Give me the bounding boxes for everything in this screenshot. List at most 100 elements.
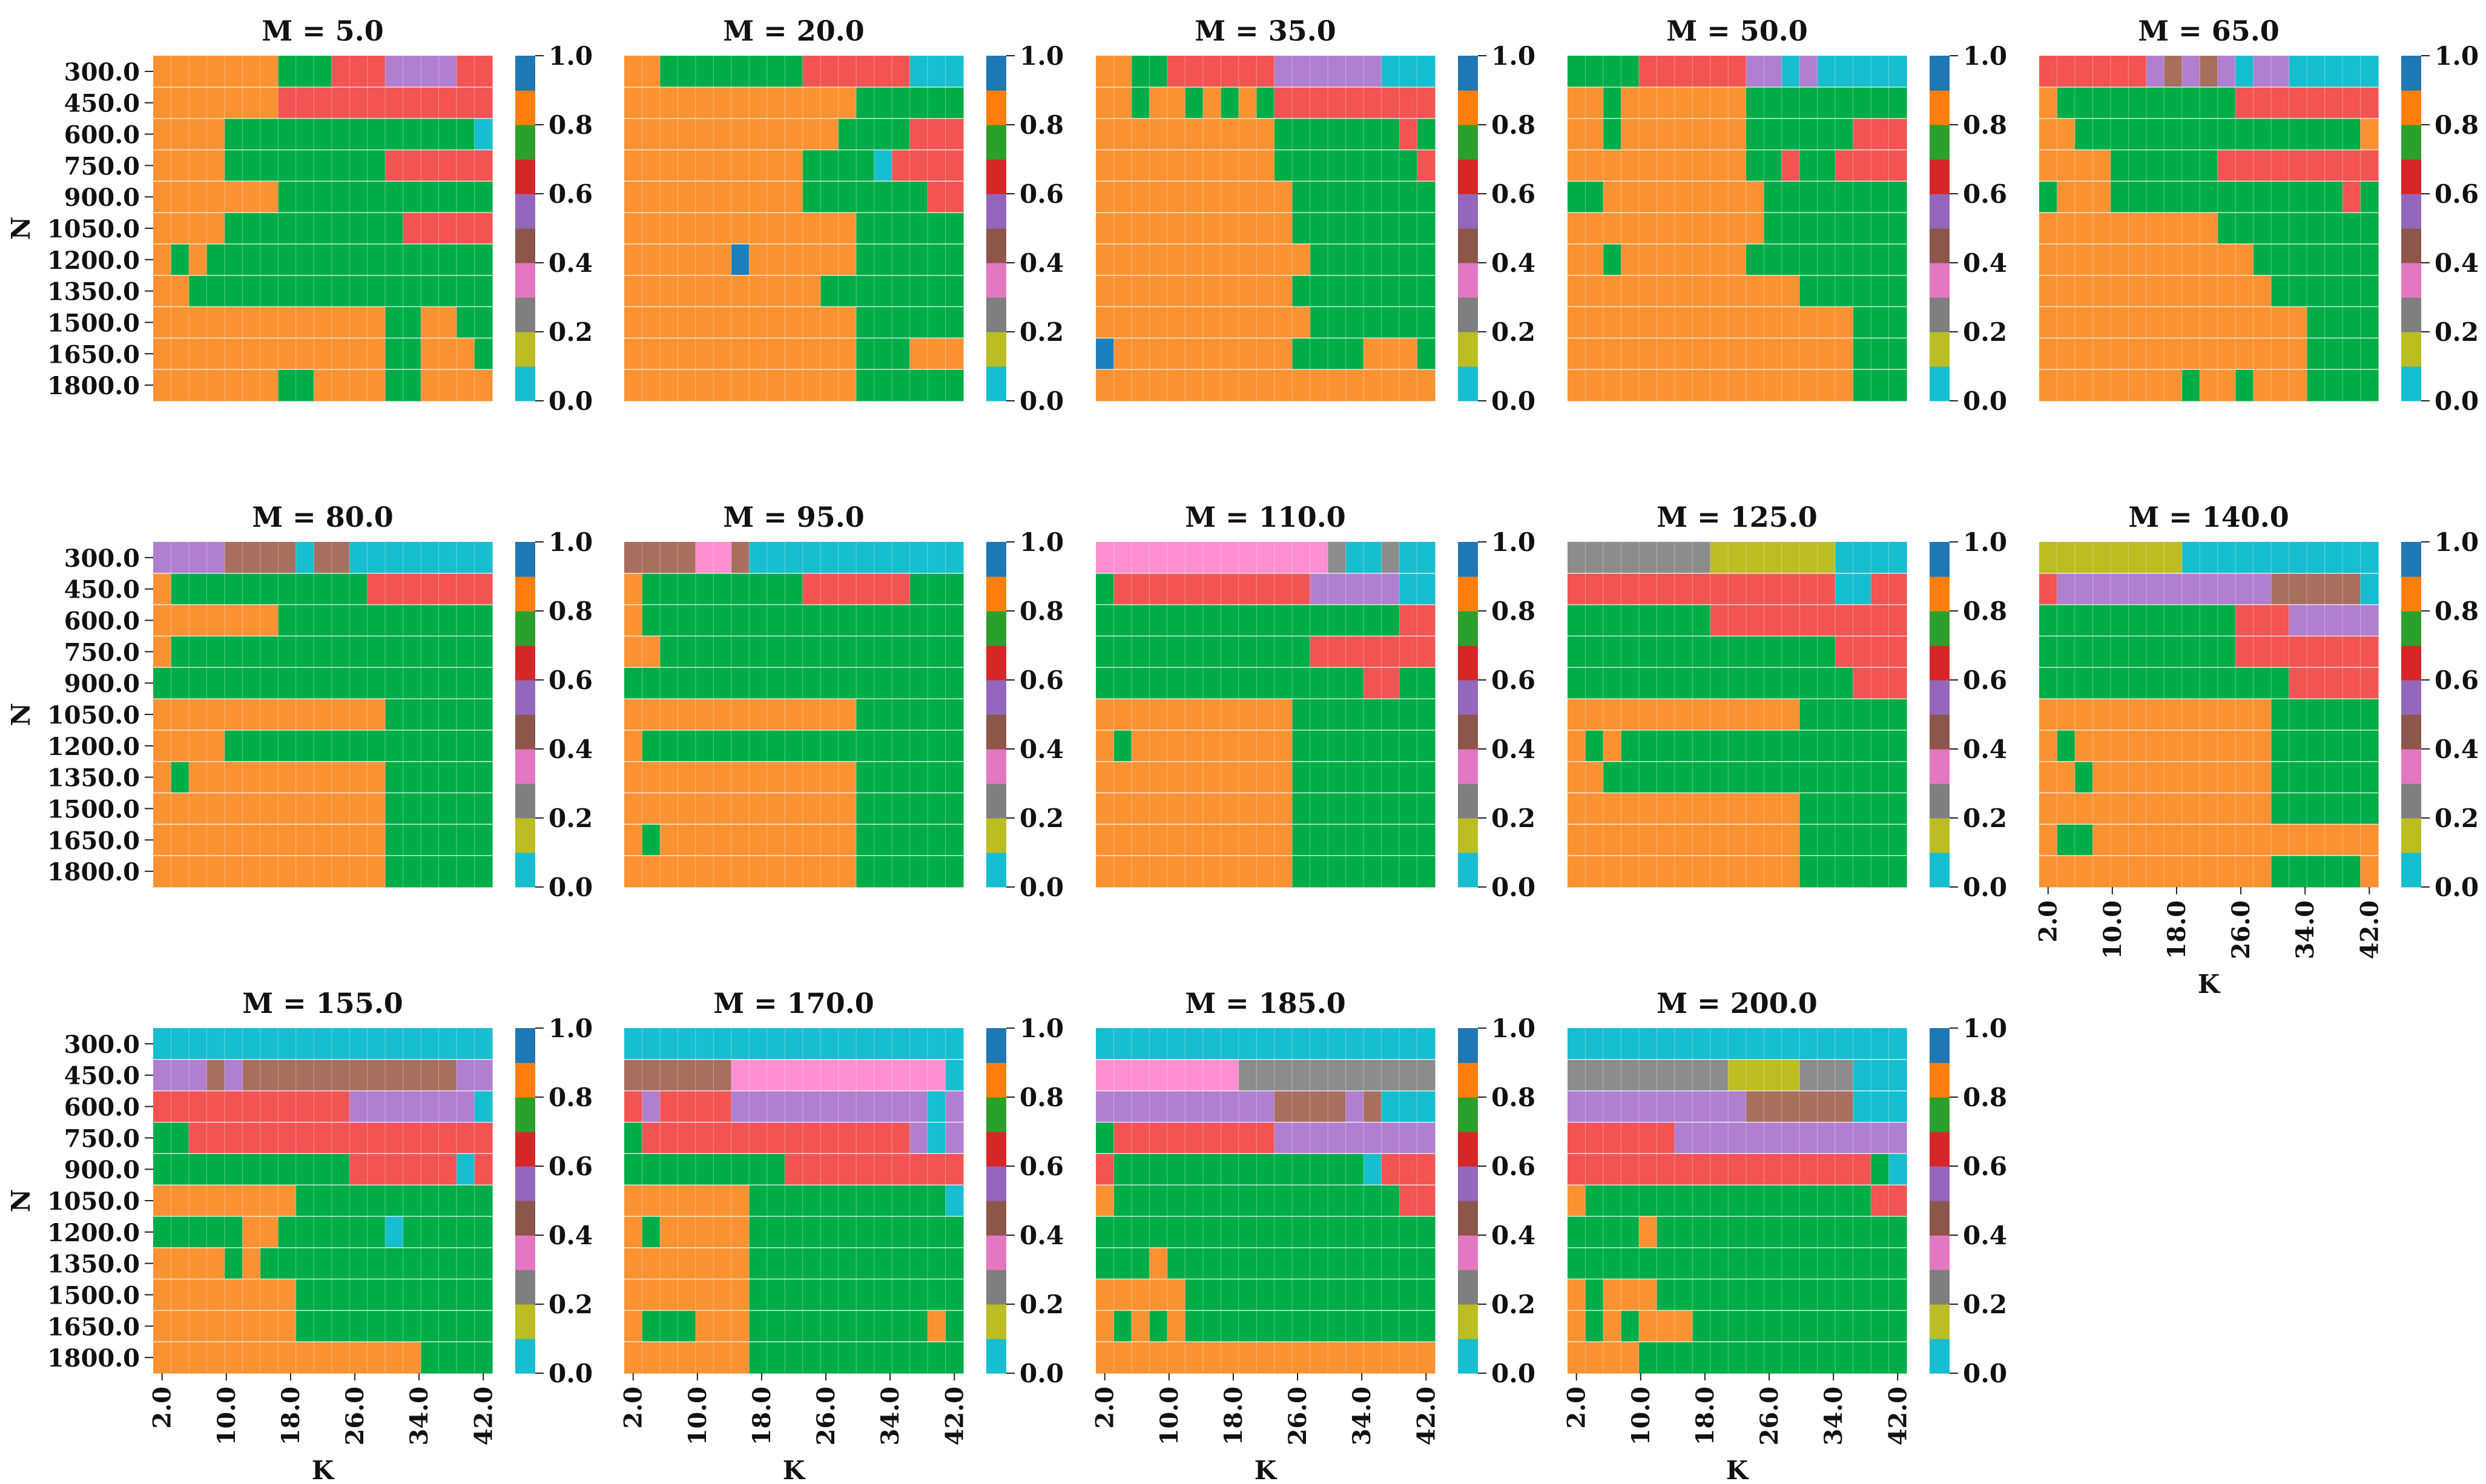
colorbar-segment	[1458, 1063, 1478, 1098]
panel-title: M = 185.0	[1185, 987, 1346, 1020]
colorbar-segment	[1458, 125, 1478, 160]
heatmap-cell	[1674, 604, 1693, 637]
heatmap-cell	[1621, 56, 1640, 88]
heatmap-cell	[457, 1279, 475, 1311]
heatmap-cell	[1764, 1247, 1782, 1280]
heatmap-cell	[331, 699, 350, 731]
heatmap-cell	[2289, 118, 2307, 151]
heatmap-cell	[1113, 213, 1132, 245]
heatmap-cell	[749, 1122, 768, 1154]
heatmap-cell	[1888, 369, 1907, 401]
heatmap-cell	[1746, 1059, 1764, 1092]
colorbar-segment	[515, 852, 535, 888]
heatmap-cell	[1603, 1153, 1622, 1186]
heatmap-cell	[1817, 793, 1836, 825]
panel-title: M = 125.0	[1657, 501, 1818, 533]
heatmap-cell	[874, 793, 892, 825]
y-tick-label: 900.0	[64, 183, 140, 212]
heatmap-cell	[295, 1310, 314, 1342]
colorbar-segment	[1458, 749, 1478, 784]
heatmap-cell	[678, 369, 696, 401]
heatmap-cells	[1096, 1028, 1436, 1374]
heatmap-cell	[820, 369, 839, 401]
heatmap-cell	[1585, 542, 1604, 574]
heatmap-cell	[820, 87, 839, 119]
heatmap-cell	[1871, 573, 1890, 605]
heatmap-cell	[403, 761, 421, 794]
heatmap-cell	[438, 793, 457, 825]
colorbar-tick-label: 0.6	[549, 179, 593, 209]
x-tick-label: 42.0	[1884, 1387, 1912, 1445]
heatmap-cell	[1621, 542, 1640, 574]
heatmap-cell	[2307, 636, 2326, 668]
heatmap-cell	[1310, 213, 1328, 245]
heatmap-cell	[767, 1122, 785, 1154]
heatmap-cell	[1256, 1153, 1275, 1186]
heatmap-cell	[314, 1090, 332, 1123]
heatmap-cell	[678, 275, 696, 308]
heatmap-cell	[1657, 542, 1675, 574]
heatmap-cell	[1185, 1279, 1204, 1311]
heatmap-cell	[785, 573, 803, 605]
heatmap-cell	[1817, 667, 1836, 699]
y-tick-label: 1800.0	[47, 372, 140, 400]
heatmap-cell	[1799, 761, 1818, 794]
heatmap-cell	[1871, 275, 1890, 308]
heatmap-cell	[1674, 369, 1693, 401]
heatmap-cell	[1363, 1185, 1382, 1217]
heatmap-cell	[892, 1216, 911, 1248]
heatmap-cell	[1256, 1185, 1275, 1217]
heatmap-cell	[1585, 1247, 1604, 1280]
heatmap-cell	[1817, 56, 1836, 88]
heatmap-cell	[1710, 793, 1729, 825]
heatmap-cell	[1657, 1122, 1675, 1154]
heatmap-cell	[2235, 306, 2254, 338]
heatmap-cell	[1568, 1059, 1586, 1092]
heatmap-cell	[349, 636, 368, 668]
x-tick-label: 2.0	[148, 1387, 177, 1429]
heatmap-cell	[802, 181, 821, 213]
heatmap-cell	[206, 604, 225, 637]
heatmap-cell	[1781, 667, 1800, 699]
heatmap-cell	[153, 542, 172, 574]
heatmap-cell	[838, 793, 857, 825]
heatmap-cell	[367, 150, 386, 182]
heatmap-cell	[224, 1247, 243, 1280]
heatmap-cell	[1781, 118, 1800, 151]
heatmap-cell	[171, 1059, 190, 1092]
colorbar-tick-label: 0.8	[1963, 110, 2007, 140]
heatmap-cell	[1817, 636, 1836, 668]
heatmap-cell	[1585, 243, 1604, 276]
heatmap-cell	[1799, 1310, 1818, 1342]
heatmap-cell	[1853, 1342, 1871, 1374]
heatmap-cell	[1185, 1310, 1204, 1342]
heatmap-cell	[820, 636, 839, 668]
heatmap-cell	[1381, 1247, 1400, 1280]
heatmap-cell	[188, 1247, 208, 1280]
heatmap-cell	[678, 181, 696, 213]
heatmap-cell	[785, 1279, 803, 1311]
heatmap-cell	[1568, 824, 1586, 856]
heatmap-cell	[331, 636, 350, 668]
heatmap-cell	[1888, 761, 1907, 794]
colorbar-tick-label: 0.0	[2435, 872, 2479, 902]
heatmap-cell	[2235, 761, 2254, 794]
heatmap-cell	[2324, 730, 2343, 762]
heatmap-cell	[457, 793, 475, 825]
heatmap-cell	[1202, 181, 1221, 213]
heatmap-cell	[1746, 542, 1764, 574]
heatmap-cell	[1674, 1342, 1693, 1374]
heatmap-cell	[624, 1185, 643, 1217]
heatmap-cell	[457, 824, 475, 856]
heatmap-cell	[1799, 56, 1818, 88]
heatmap-cell	[2324, 56, 2343, 88]
heatmap-cell	[278, 699, 297, 731]
heatmap-cell	[278, 1216, 297, 1248]
heatmap-cell	[1871, 118, 1890, 151]
heatmap-cell	[2307, 118, 2326, 151]
heatmap-cell	[1292, 856, 1311, 888]
heatmap-cell	[1764, 338, 1782, 370]
heatmap-cell	[1256, 1028, 1275, 1060]
heatmap-cell	[2039, 824, 2058, 856]
heatmap-cell	[2307, 573, 2326, 605]
